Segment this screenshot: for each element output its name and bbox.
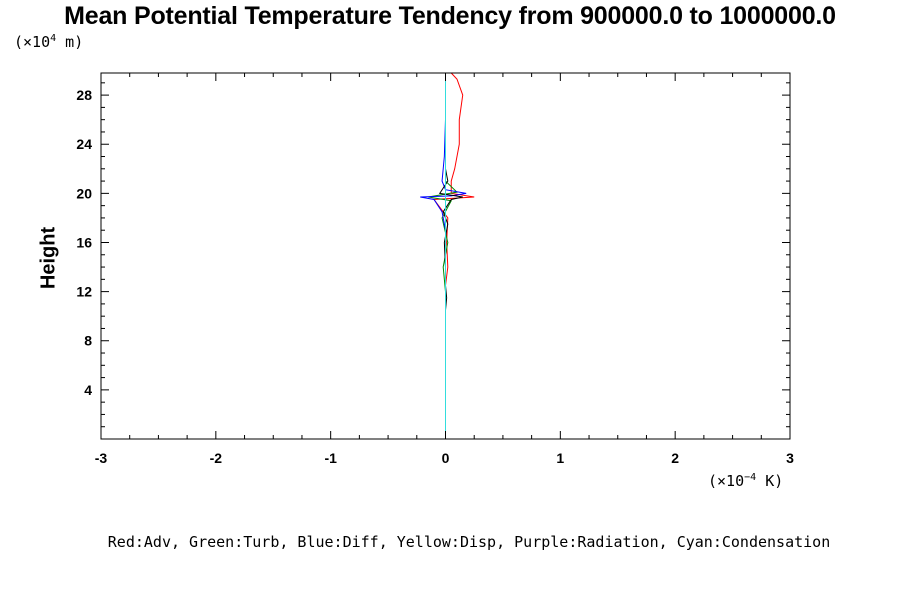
y-tick-label: 4 bbox=[84, 382, 92, 398]
x-tick-label: -3 bbox=[95, 450, 108, 466]
x-tick-label: -2 bbox=[210, 450, 223, 466]
y-tick-label: 20 bbox=[76, 185, 92, 201]
x-tick-label: 1 bbox=[556, 450, 564, 466]
series-line-1 bbox=[428, 73, 459, 439]
series-line-0 bbox=[433, 72, 475, 439]
legend-caption: Red:Adv, Green:Turb, Blue:Diff, Yellow:D… bbox=[107, 533, 831, 551]
series-line-2 bbox=[420, 73, 467, 439]
y-axis-scale-label: (×104 m) bbox=[14, 33, 83, 51]
x-scale-exponent: −4 bbox=[744, 472, 757, 483]
y-tick-label: 28 bbox=[76, 87, 92, 103]
series-layer bbox=[420, 72, 475, 439]
x-scale-unit: K) bbox=[756, 472, 784, 490]
x-axis-scale-label: (×10−4 K) bbox=[708, 472, 783, 490]
x-scale-prefix: (×10 bbox=[708, 472, 745, 490]
y-scale-prefix: (×10 bbox=[14, 33, 51, 51]
y-tick-label: 24 bbox=[76, 136, 92, 152]
x-tick-label: 3 bbox=[786, 450, 794, 466]
x-tick-label: 0 bbox=[442, 450, 450, 466]
chart-title: Mean Potential Temperature Tendency from… bbox=[64, 2, 836, 30]
x-tick-label: -1 bbox=[324, 450, 337, 466]
y-tick-label: 16 bbox=[76, 234, 92, 250]
y-tick-label: 12 bbox=[76, 284, 92, 300]
y-axis-label: Height bbox=[37, 227, 59, 290]
y-scale-exponent: 4 bbox=[50, 33, 57, 44]
y-scale-unit: m) bbox=[56, 33, 84, 51]
y-tick-label: 8 bbox=[84, 333, 92, 349]
x-tick-label: 2 bbox=[671, 450, 679, 466]
